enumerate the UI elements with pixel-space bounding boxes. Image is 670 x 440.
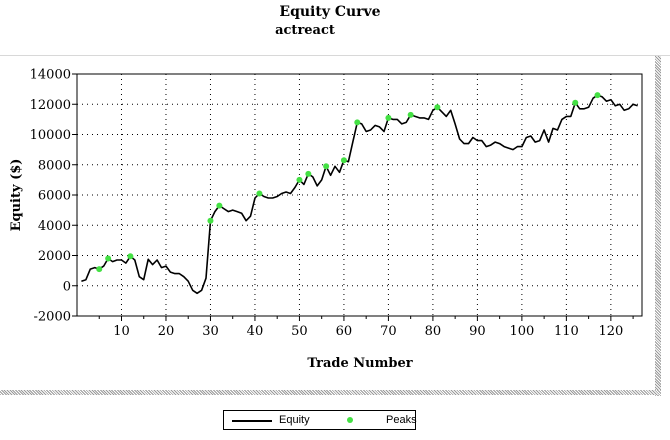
axes: 10 20 30 40 50 60 70 80 90 100 110 120 -2000 0 2000 400… (30, 68, 634, 339)
x-tick-label: 40 (247, 324, 264, 339)
y-axis-label: Equity ($) (9, 159, 24, 232)
peak-point (296, 176, 303, 183)
panel-border-right (655, 56, 661, 396)
y-tick-label: 6000 (38, 189, 71, 204)
peak-point (572, 99, 579, 106)
y-tick-label: 4000 (38, 219, 71, 234)
x-tick-label: 70 (380, 324, 397, 339)
peak-point (127, 253, 134, 260)
chart-title: Equity Curve (279, 4, 381, 20)
y-tick-label: 12000 (30, 98, 71, 113)
x-tick-label: 60 (336, 324, 353, 339)
legend-peaks-label: Peaks (386, 414, 417, 426)
peak-point (434, 104, 441, 111)
peak-point (340, 157, 347, 164)
y-tick-label: -2000 (34, 310, 71, 325)
series-layer (81, 92, 638, 295)
y-tick-label: 10000 (30, 128, 71, 143)
legend-equity-label: Equity (279, 414, 310, 426)
x-tick-label: 20 (158, 324, 175, 339)
peak-point (385, 114, 392, 121)
x-axis-label: Trade Number (307, 356, 412, 371)
peak-point (594, 92, 601, 99)
legend-equity-swatch (232, 420, 272, 422)
legend: Equity Peaks (223, 410, 417, 430)
x-tick-label: 50 (291, 324, 308, 339)
legend-peaks-swatch (347, 417, 353, 423)
y-tick-label: 2000 (38, 249, 71, 264)
y-tick-label: 0 (63, 279, 71, 294)
x-tick-label: 30 (202, 324, 219, 339)
y-tick-label: 8000 (38, 158, 71, 173)
x-tick-label: 90 (469, 324, 486, 339)
grid-lines (77, 74, 642, 316)
x-tick-label: 80 (425, 324, 442, 339)
peak-point (216, 202, 223, 209)
peak-point (96, 266, 103, 273)
peak-point (305, 170, 312, 177)
peak-point (207, 217, 214, 224)
peak-point (256, 190, 263, 197)
x-tick-label: 110 (554, 324, 579, 339)
peak-point (323, 163, 330, 170)
header-divider (0, 55, 670, 56)
peak-point (105, 255, 112, 262)
chart-subtitle: actreact (275, 23, 335, 38)
x-tick-label: 10 (113, 324, 130, 339)
x-tick-label: 100 (509, 324, 534, 339)
panel-border-bottom (0, 390, 661, 395)
peak-point (354, 119, 361, 126)
x-tick-label: 120 (598, 324, 623, 339)
y-tick-label: 14000 (30, 68, 71, 83)
peak-point (407, 111, 414, 118)
